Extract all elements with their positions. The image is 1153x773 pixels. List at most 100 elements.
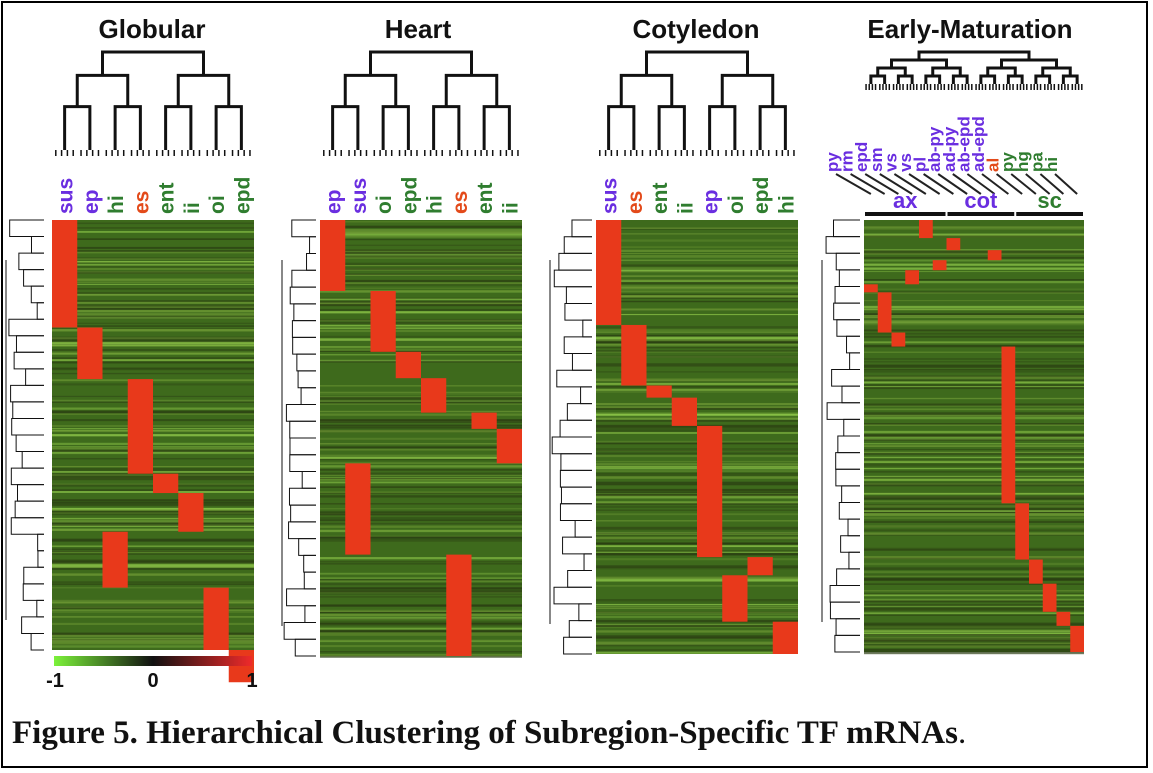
panel-3: sus es ent ii ep oi epd hi bbox=[549, 50, 798, 655]
row-dendrogram-row-branch bbox=[294, 638, 316, 657]
heatmap-specific-block bbox=[596, 220, 622, 325]
heatmap-row-noise bbox=[52, 520, 254, 523]
heatmap-row-noise bbox=[52, 265, 254, 268]
column-dendrogram-branch bbox=[444, 73, 499, 107]
heatmap-row-noise bbox=[52, 329, 254, 331]
heatmap-row-noise bbox=[864, 624, 1084, 627]
row-dendrogram-row-branch bbox=[291, 269, 316, 288]
row-dendrogram-row-branch bbox=[36, 599, 44, 618]
heatmap-row-noise bbox=[596, 259, 798, 262]
column-label-connector bbox=[952, 173, 982, 195]
heatmap-row-noise bbox=[52, 227, 254, 229]
heatmap-row-noise bbox=[864, 320, 1084, 322]
heatmap-row-noise bbox=[864, 627, 1084, 630]
column-dendrogram-branch bbox=[113, 105, 142, 150]
heatmap-row-noise bbox=[864, 315, 1084, 317]
heatmap-row-noise bbox=[320, 420, 522, 423]
heatmap-specific-block bbox=[747, 557, 773, 576]
row-dendrogram-row-branch bbox=[30, 236, 44, 254]
heatmap-row-noise bbox=[864, 478, 1084, 480]
heatmap-row-noise bbox=[320, 512, 522, 515]
column-label: hg bbox=[1013, 151, 1032, 172]
heatmap-row-noise bbox=[864, 517, 1084, 519]
heatmap-row-noise bbox=[864, 575, 1084, 578]
heatmap-row-noise bbox=[52, 583, 254, 586]
heatmap-specific-block bbox=[320, 220, 346, 291]
row-dendrogram-row-branch bbox=[18, 252, 44, 271]
heatmap-row-noise bbox=[320, 577, 522, 579]
row-dendrogram-row-branch bbox=[841, 485, 860, 503]
heatmap-row-noise bbox=[52, 314, 254, 317]
color-scale-bar bbox=[54, 656, 252, 666]
heatmap-row-noise bbox=[320, 572, 522, 575]
heatmap-row-noise bbox=[864, 467, 1084, 470]
heatmap-row-noise bbox=[320, 456, 522, 459]
column-label: pl bbox=[911, 157, 930, 172]
heatmap-row-noise bbox=[320, 319, 522, 322]
column-dendrogram-branch bbox=[607, 105, 636, 150]
heatmap-row-noise bbox=[596, 295, 798, 298]
heatmap-row-noise bbox=[864, 629, 1084, 632]
heatmap-row-noise bbox=[864, 384, 1084, 386]
group-label: ax bbox=[893, 188, 918, 213]
heatmap-row-noise bbox=[52, 508, 254, 510]
column-label: rm bbox=[838, 150, 857, 172]
heatmap-row-noise bbox=[596, 558, 798, 561]
heatmap-row-noise bbox=[320, 226, 522, 229]
heatmap-row-noise bbox=[864, 604, 1084, 607]
row-dendrogram-row-branch bbox=[288, 487, 316, 506]
heatmap-row-noise bbox=[320, 508, 522, 510]
heatmap-row-noise bbox=[320, 634, 522, 636]
heatmap-row-noise bbox=[320, 595, 522, 598]
heatmap-row-noise bbox=[864, 341, 1084, 344]
row-dendrogram-row-branch bbox=[558, 252, 592, 271]
row-dendrogram-row-branch bbox=[290, 504, 316, 523]
row-dendrogram-row-branch bbox=[568, 620, 592, 638]
heatmap-row-noise bbox=[320, 251, 522, 254]
heatmap-row-noise bbox=[864, 226, 1084, 229]
heatmap-row-noise bbox=[596, 326, 798, 329]
heatmap-row-noise bbox=[52, 231, 254, 233]
heatmap-row-noise bbox=[864, 381, 1084, 384]
heatmap-row-noise bbox=[320, 536, 522, 540]
row-dendrogram-row-branch bbox=[10, 467, 44, 486]
row-dendrogram-row-branch bbox=[559, 503, 592, 521]
heatmap-row-noise bbox=[52, 278, 254, 281]
heatmap-row-noise bbox=[320, 472, 522, 475]
heatmap-row-noise bbox=[596, 331, 798, 334]
heatmap-row-noise bbox=[596, 341, 798, 343]
heatmap-row-noise bbox=[596, 249, 798, 252]
row-dendrogram-row-branch bbox=[14, 500, 44, 519]
heatmap-row-noise bbox=[596, 624, 798, 627]
heatmap-row-noise bbox=[864, 416, 1084, 420]
heatmap-row-noise bbox=[320, 613, 522, 616]
heatmap-row-noise bbox=[52, 601, 254, 604]
row-dendrogram-row-branch bbox=[582, 319, 592, 338]
row-dendrogram-row-branch bbox=[23, 269, 44, 287]
heatmap-row-noise bbox=[864, 583, 1084, 585]
heatmap-row-noise bbox=[52, 361, 254, 364]
heatmap-row-noise bbox=[320, 319, 522, 321]
column-label: ii bbox=[674, 202, 697, 214]
heatmap-row-noise bbox=[52, 501, 254, 504]
row-dendrogram-row-branch bbox=[563, 336, 592, 355]
heatmap-row-noise bbox=[320, 318, 522, 322]
heatmap-row-noise bbox=[596, 286, 798, 289]
heatmap-specific-block bbox=[905, 270, 919, 285]
heatmap-row-noise bbox=[864, 332, 1084, 335]
row-dendrogram-row-branch bbox=[848, 551, 860, 570]
heatmap-row-noise bbox=[320, 327, 522, 329]
heatmap-row-noise bbox=[320, 454, 522, 457]
heatmap-row-noise bbox=[596, 389, 798, 392]
row-dendrogram-row-branch bbox=[10, 384, 44, 403]
column-dendrogram-branch bbox=[645, 50, 749, 76]
heatmap-row-noise bbox=[864, 478, 1084, 480]
column-dendrogram-branch bbox=[63, 105, 92, 150]
heatmap-row-noise bbox=[596, 275, 798, 277]
heatmap-row-noise bbox=[320, 232, 522, 235]
heatmap-row-noise bbox=[596, 619, 798, 623]
heatmap-row-noise bbox=[864, 412, 1084, 415]
column-label: vs bbox=[881, 153, 900, 172]
heatmap-row-noise bbox=[320, 303, 522, 307]
